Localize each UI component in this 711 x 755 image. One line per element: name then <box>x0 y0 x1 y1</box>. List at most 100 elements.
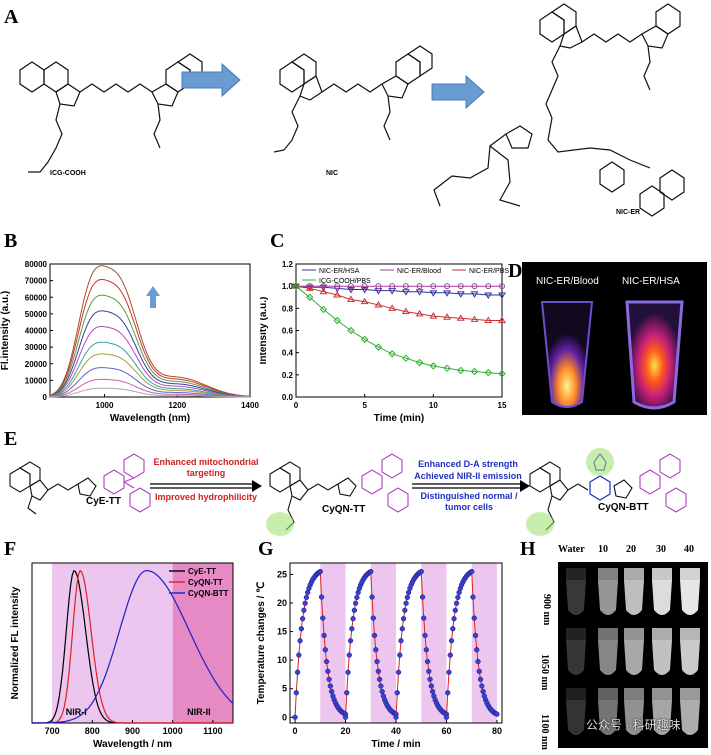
region-label-nir-i: NIR-I <box>66 707 87 717</box>
highlight-quaternary-amine-2 <box>526 512 554 536</box>
data-point <box>293 690 299 696</box>
data-point <box>403 600 409 606</box>
col-label-20: 20 <box>626 544 636 555</box>
watermark: 公众号 · 科研趣味 <box>586 718 681 732</box>
x-tick-label: 900 <box>125 726 140 736</box>
data-point <box>375 668 381 674</box>
spectrum-line <box>32 569 233 724</box>
label-nic: NIC <box>326 170 338 177</box>
series-line <box>295 285 502 321</box>
x-tick-label: 1400 <box>241 401 259 410</box>
data-point <box>401 307 410 315</box>
spectrum-line <box>49 353 251 398</box>
data-point <box>302 600 308 606</box>
tube <box>680 640 700 675</box>
tube-cap <box>624 628 644 640</box>
data-point <box>429 312 438 319</box>
tube-cap <box>652 628 672 640</box>
x-tick-label: 800 <box>85 726 100 736</box>
data-point <box>320 615 326 621</box>
data-point <box>426 668 432 674</box>
data-point <box>494 711 500 717</box>
data-point <box>456 314 465 321</box>
data-point <box>457 366 465 375</box>
tube-cap <box>566 568 586 580</box>
data-point <box>443 364 451 372</box>
data-point <box>305 284 314 291</box>
y-tick-label: 15 <box>277 627 287 637</box>
data-point <box>474 647 480 653</box>
tube <box>624 640 644 675</box>
data-point <box>369 594 375 600</box>
x-tick-label: 5 <box>362 401 367 410</box>
data-point <box>401 289 410 296</box>
data-point <box>479 683 485 689</box>
data-point <box>342 714 349 720</box>
y-tick-label: 20 <box>277 598 287 608</box>
y-tick-label: 0 <box>43 393 48 402</box>
data-point <box>443 313 451 320</box>
data-point <box>400 616 407 622</box>
panel-e-structures <box>9 448 687 536</box>
series-line <box>295 285 502 296</box>
region-nir-ii <box>172 563 233 723</box>
tube-cap <box>566 628 586 640</box>
data-point <box>334 283 341 290</box>
legend-entry: CyQN-BTT <box>188 589 229 598</box>
y-tick-label: 30000 <box>25 343 48 352</box>
tube <box>598 580 618 615</box>
tube-cap <box>624 688 644 700</box>
data-point <box>450 626 456 632</box>
data-point <box>472 632 479 639</box>
data-point <box>480 688 486 695</box>
legend-entry: CyQN-TT <box>188 578 223 587</box>
region-label-nir-ii: NIR-II <box>187 707 211 717</box>
label-nic-er-hsa: NIC-ER/HSA <box>622 276 680 287</box>
data-point <box>455 594 461 601</box>
spectrum-line <box>49 341 251 398</box>
data-point <box>421 615 427 621</box>
y-tick-label: 0.6 <box>282 327 294 336</box>
data-point <box>333 316 341 325</box>
data-point <box>388 304 397 311</box>
tube <box>652 640 672 675</box>
data-point <box>303 594 310 601</box>
data-point <box>444 283 451 290</box>
spectrum-line <box>49 310 251 397</box>
data-point <box>346 652 352 658</box>
data-point <box>292 282 300 289</box>
panel-a-arrow-2 <box>431 74 485 110</box>
y-tick-label: 25 <box>277 569 287 579</box>
text-distinguished-cells: Distinguished normal / tumor cells <box>420 491 518 512</box>
y-tick-label: 80000 <box>25 260 48 269</box>
data-point <box>317 568 323 575</box>
tube <box>624 580 644 615</box>
data-point <box>306 293 314 301</box>
data-point <box>423 647 429 653</box>
data-point <box>456 291 465 298</box>
data-point <box>368 568 374 575</box>
data-point <box>325 668 331 674</box>
data-point <box>476 668 482 674</box>
row-label-900: 900 nm <box>541 594 552 626</box>
y-tick-label: 40000 <box>25 327 48 336</box>
tube-cap <box>598 568 618 580</box>
data-point <box>297 638 303 644</box>
data-point <box>471 615 477 621</box>
data-point <box>485 283 492 290</box>
spectrum-line <box>49 294 251 397</box>
data-point <box>416 283 423 290</box>
tube-cap <box>652 568 672 580</box>
x-tick-label: 1200 <box>168 401 186 410</box>
data-point <box>374 343 383 351</box>
tube-blood <box>540 301 594 408</box>
data-point <box>452 607 458 613</box>
text-hydrophilicity: Improved hydrophilicity <box>154 492 257 502</box>
data-point <box>402 283 409 290</box>
y-tick-label: 0.2 <box>282 371 294 380</box>
data-point <box>422 632 428 639</box>
data-point <box>394 690 400 696</box>
panel-label-g: G <box>258 538 274 560</box>
data-point <box>379 688 385 695</box>
data-point <box>484 292 493 300</box>
